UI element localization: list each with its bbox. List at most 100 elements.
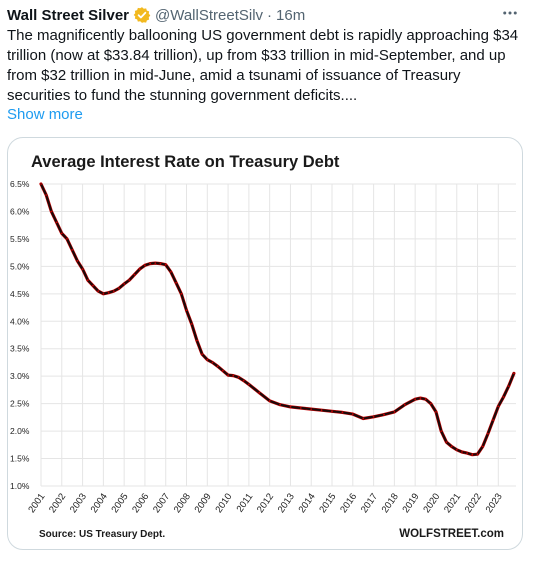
y-axis: 1.0% 1.5% 2.0% 2.5% 3.0% 3.5% 4.0% 4.5% 5.0% 5.5%… — [10, 179, 30, 491]
x-tick-label: 2023 — [484, 491, 505, 515]
series-point — [55, 221, 58, 224]
series-point — [164, 263, 167, 266]
series-point — [144, 264, 146, 267]
series-point — [487, 432, 489, 435]
y-tick-label: 2.5% — [10, 399, 30, 409]
series-point — [45, 194, 48, 196]
author-name[interactable]: Wall Street Silver — [7, 6, 129, 24]
series-point — [97, 290, 100, 292]
x-tick-label: 2018 — [380, 491, 401, 515]
x-tick-label: 2015 — [317, 491, 338, 515]
series-point — [320, 409, 323, 412]
series-point — [471, 453, 474, 456]
y-tick-label: 5.0% — [10, 261, 30, 271]
series-point — [299, 407, 302, 409]
series-point — [232, 374, 235, 377]
series-point — [507, 385, 510, 387]
chart-grid — [40, 183, 516, 487]
series-point — [450, 445, 453, 448]
series-point — [175, 281, 178, 284]
series-point — [513, 372, 515, 375]
series-point — [123, 283, 126, 285]
series-point — [201, 353, 204, 356]
series-point — [419, 397, 422, 399]
series-point — [92, 284, 94, 287]
y-tick-label: 2.0% — [10, 426, 30, 436]
x-tick-label: 2014 — [297, 491, 318, 515]
series-point — [502, 396, 505, 398]
series-point — [185, 309, 188, 312]
series-point — [455, 448, 458, 451]
series-point — [258, 391, 261, 394]
series-point — [248, 383, 250, 386]
series-point — [107, 291, 110, 294]
x-tick-label: 2003 — [68, 491, 89, 515]
show-more-link[interactable]: Show more — [7, 106, 83, 123]
x-tick-label: 2005 — [109, 491, 130, 515]
chart-source: Source: US Treasury Dept. — [39, 529, 165, 540]
x-tick-label: 2013 — [276, 491, 297, 515]
series-point — [133, 273, 136, 276]
series-point — [170, 271, 172, 273]
author-handle[interactable]: @WallStreetSilv — [155, 6, 264, 24]
series-point — [497, 405, 500, 408]
tweet-header: Wall Street Silver @WallStreetSilv · 16m — [7, 5, 305, 25]
tweet-text: The magnificently ballooning US governme… — [7, 27, 523, 104]
series-point — [50, 210, 53, 213]
series-point — [461, 451, 463, 453]
series-point — [383, 413, 385, 416]
y-tick-label: 3.5% — [10, 344, 30, 354]
series-line-path — [39, 182, 515, 456]
chart-watermark: WOLFSTREET.com — [399, 528, 504, 540]
series-point — [118, 287, 120, 290]
x-tick-label: 2011 — [235, 491, 256, 514]
x-tick-label: 2020 — [421, 491, 442, 515]
series-point — [279, 403, 281, 406]
series-point — [242, 379, 245, 382]
series-point — [341, 411, 344, 414]
series-point — [190, 323, 193, 325]
series-point — [211, 361, 214, 364]
series-point — [66, 238, 68, 240]
x-tick-label: 2010 — [213, 491, 234, 515]
series-point — [445, 441, 448, 443]
series-line — [39, 182, 516, 457]
x-tick-label: 2002 — [47, 491, 68, 515]
series-point — [362, 417, 365, 420]
series-point — [481, 445, 484, 448]
chart-title: Average Interest Rate on Treasury Debt — [31, 153, 340, 171]
y-tick-label: 6.5% — [10, 179, 30, 189]
series-point — [424, 398, 427, 401]
more-icon[interactable] — [497, 2, 523, 24]
x-tick-label: 2001 — [26, 491, 47, 515]
series-point — [86, 279, 89, 281]
series-point — [112, 290, 115, 292]
timestamp[interactable]: 16m — [276, 6, 306, 24]
series-point — [102, 292, 105, 295]
series-point — [351, 413, 354, 415]
series-point — [268, 400, 271, 402]
chart-image[interactable]: Average Interest Rate on Treasury Debt 1… — [7, 137, 523, 550]
series-point — [149, 262, 152, 265]
series-point — [393, 411, 396, 413]
x-tick-label: 2007 — [151, 491, 172, 515]
series-point — [466, 452, 468, 454]
series-point — [429, 402, 432, 405]
series-point — [138, 268, 141, 270]
y-tick-label: 4.0% — [10, 316, 30, 326]
series-point — [289, 406, 292, 408]
series-point — [476, 453, 479, 456]
x-tick-label: 2022 — [463, 491, 484, 515]
interest-rate-chart: Average Interest Rate on Treasury Debt 1… — [10, 153, 516, 540]
series-point — [128, 279, 131, 281]
series-point — [414, 398, 417, 401]
y-tick-label: 4.5% — [10, 289, 30, 299]
series-point — [331, 410, 333, 413]
x-tick-label: 2017 — [359, 491, 380, 515]
y-tick-label: 3.0% — [10, 371, 30, 381]
series-point — [196, 339, 198, 342]
y-tick-label: 5.5% — [10, 234, 30, 244]
series-point — [71, 249, 74, 251]
y-tick-label: 6.0% — [10, 206, 30, 216]
series-point — [180, 292, 183, 295]
